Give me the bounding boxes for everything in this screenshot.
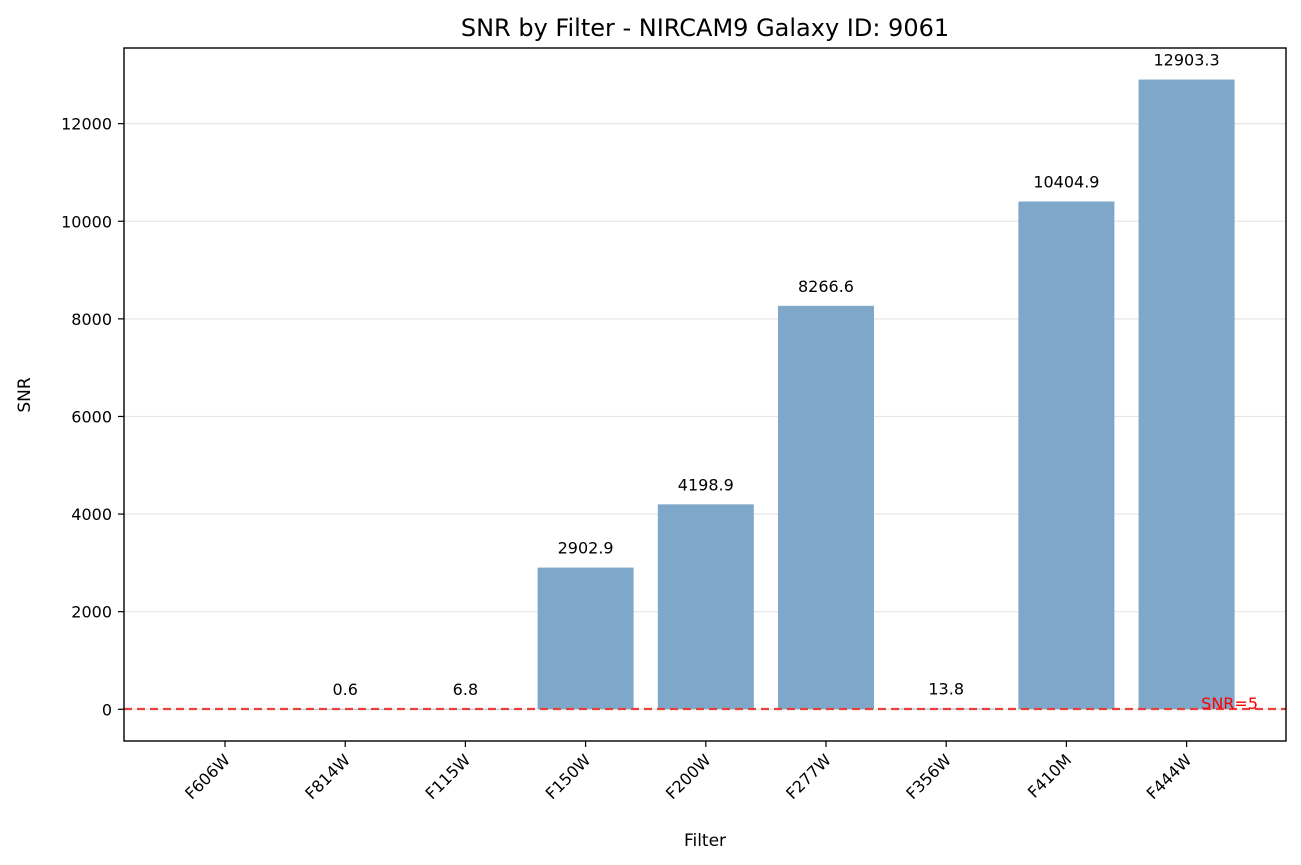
chart-title: SNR by Filter - NIRCAM9 Galaxy ID: 9061 — [461, 14, 949, 42]
bar-value-label: 4198.9 — [678, 475, 734, 494]
x-tick-label: F410M — [1024, 750, 1075, 801]
reference-line-label: SNR=5 — [1201, 694, 1258, 713]
bar — [657, 504, 754, 710]
x-tick-label: F444W — [1143, 750, 1196, 803]
x-tick-label: F115W — [422, 750, 475, 803]
y-tick-label: 2000 — [71, 603, 112, 622]
y-tick-label: 8000 — [71, 310, 112, 329]
y-axis-ticks: 0 2000 4000 6000 8000 10000 12000 — [61, 115, 124, 719]
bar — [778, 305, 874, 710]
bar-value-label: 2902.9 — [558, 539, 614, 558]
bar-value-label: 13.8 — [928, 680, 964, 699]
y-tick-label: 0 — [102, 700, 112, 719]
y-tick-label: 10000 — [61, 212, 112, 231]
x-tick-label: F200W — [662, 750, 715, 803]
x-tick-label: F814W — [301, 750, 354, 803]
x-tick-label: F277W — [782, 750, 835, 803]
bars — [297, 79, 1235, 710]
bar-value-label: 6.8 — [453, 680, 478, 699]
data-labels: 0.6 6.8 2902.9 4198.9 8266.6 13.8 10404.9 12903… — [332, 51, 1219, 700]
reference-line-group: SNR=5 — [124, 694, 1286, 713]
x-axis-ticks: F606W F814W F115W F150W F200W F277W F356W F410M… — [181, 741, 1196, 803]
bar — [1138, 79, 1235, 710]
bar — [537, 567, 634, 710]
x-tick-label: F356W — [902, 750, 955, 803]
y-tick-label: 4000 — [71, 505, 112, 524]
x-tick-label: F606W — [181, 750, 234, 803]
plot-frame — [123, 47, 1287, 742]
y-tick-label: 12000 — [61, 115, 112, 134]
x-axis-title: Filter — [684, 831, 726, 851]
bar-value-label: 8266.6 — [798, 277, 854, 296]
x-tick-label: F150W — [542, 750, 595, 803]
bar-value-label: 0.6 — [332, 680, 357, 699]
bar-value-label: 10404.9 — [1033, 172, 1099, 191]
bar — [1018, 201, 1115, 710]
y-axis-title: SNR — [15, 377, 35, 413]
y-tick-label: 6000 — [71, 407, 112, 426]
bar-value-label: 12903.3 — [1154, 51, 1220, 70]
